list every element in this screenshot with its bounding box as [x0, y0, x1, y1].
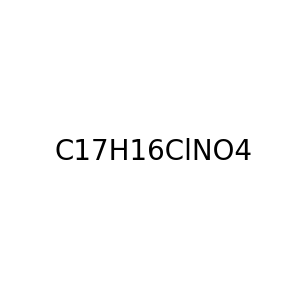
Text: C17H16ClNO4: C17H16ClNO4 — [55, 137, 253, 166]
